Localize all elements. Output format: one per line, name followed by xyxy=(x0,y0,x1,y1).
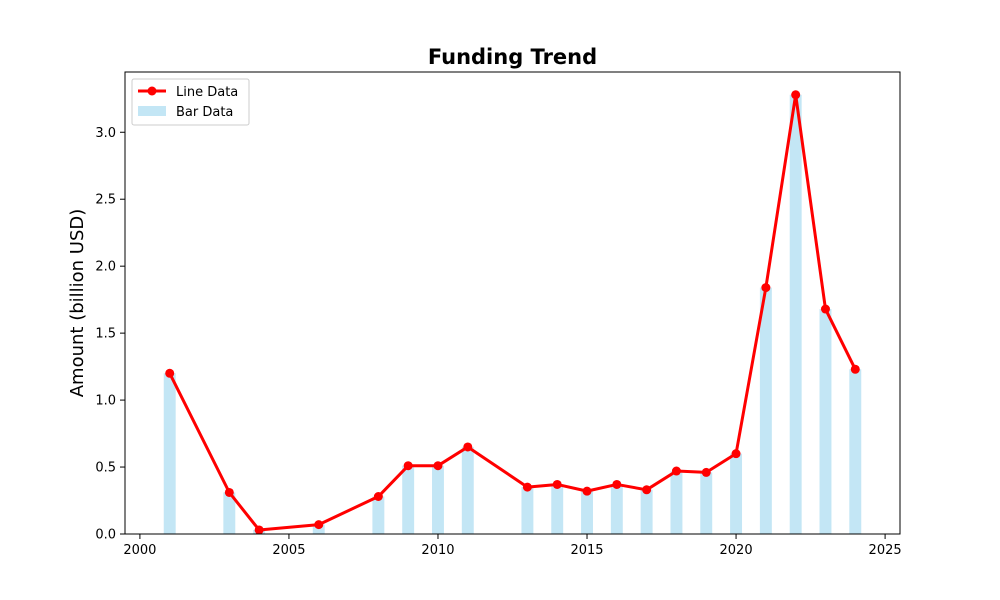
line-point-2016 xyxy=(612,479,622,489)
line-point-2009 xyxy=(403,461,413,471)
line-point-2001 xyxy=(165,368,175,378)
x-tick-label-2010: 2010 xyxy=(421,543,454,558)
line-point-2022 xyxy=(791,90,801,100)
bars-layer xyxy=(163,94,862,534)
bar-2023 xyxy=(819,309,832,534)
line-point-2015 xyxy=(582,486,592,496)
x-tick-label-2020: 2020 xyxy=(720,543,753,558)
line-point-2013 xyxy=(522,482,532,492)
line-point-2014 xyxy=(552,479,562,489)
bar-2021 xyxy=(759,287,772,534)
legend: Line Data Bar Data xyxy=(131,78,250,126)
bar-2008 xyxy=(372,496,385,534)
bar-2003 xyxy=(223,492,236,534)
y-axis: 0.0 0.5 1.0 1.5 2.0 2.5 3.0 xyxy=(95,126,125,543)
x-tick-label-2025: 2025 xyxy=(869,543,902,558)
bar-2011 xyxy=(461,446,474,534)
line-point-2004 xyxy=(254,525,264,535)
bar-2013 xyxy=(521,487,534,534)
y-tick-label-0: 0.0 xyxy=(95,528,116,543)
y-tick-label-6: 3.0 xyxy=(95,126,116,141)
legend-line-marker xyxy=(147,86,157,96)
y-tick-label-5: 2.5 xyxy=(95,193,116,208)
x-tick-label-2000: 2000 xyxy=(123,543,156,558)
bar-2018 xyxy=(670,471,683,534)
line-point-2020 xyxy=(731,449,741,459)
bar-2006 xyxy=(312,524,325,534)
line-layer xyxy=(165,90,860,535)
bar-2019 xyxy=(700,472,713,534)
bar-2017 xyxy=(640,489,653,534)
line-series-line-data xyxy=(168,93,857,532)
bar-2015 xyxy=(581,491,593,534)
line-point-2017 xyxy=(642,485,652,495)
legend-label-bar-data: Bar Data xyxy=(176,105,233,120)
bar-2014 xyxy=(551,484,564,534)
line-point-2018 xyxy=(671,466,681,476)
line-point-2019 xyxy=(701,467,711,477)
bar-2010 xyxy=(432,465,444,534)
bar-2022 xyxy=(789,94,802,534)
line-point-2010 xyxy=(433,461,443,471)
legend-bar-swatch xyxy=(138,106,166,116)
chart-title: Funding Trend xyxy=(428,45,597,69)
y-tick-label-3: 1.5 xyxy=(95,327,116,342)
line-point-2021 xyxy=(761,283,771,293)
bar-2001 xyxy=(163,373,176,534)
legend-label-line-data: Line Data xyxy=(176,85,238,100)
y-tick-label-1: 0.5 xyxy=(95,461,116,476)
line-point-2006 xyxy=(314,520,324,530)
x-tick-label-2005: 2005 xyxy=(272,543,305,558)
x-axis: 2000 2005 2010 2015 2020 2025 xyxy=(123,534,902,558)
bar-2009 xyxy=(402,465,415,534)
y-axis-label: Amount (billion USD) xyxy=(67,209,88,398)
bar-2024 xyxy=(849,369,862,534)
line-point-2008 xyxy=(373,492,383,502)
y-tick-label-4: 2.0 xyxy=(95,260,116,275)
line-point-2023 xyxy=(820,304,830,314)
y-tick-label-2: 1.0 xyxy=(95,394,116,409)
bar-2016 xyxy=(610,484,623,534)
x-tick-label-2015: 2015 xyxy=(570,543,603,558)
line-point-2003 xyxy=(224,487,234,497)
line-point-2024 xyxy=(850,364,860,374)
plot-area-frame xyxy=(124,71,901,535)
line-point-2011 xyxy=(463,442,473,452)
bar-2020 xyxy=(730,453,743,534)
